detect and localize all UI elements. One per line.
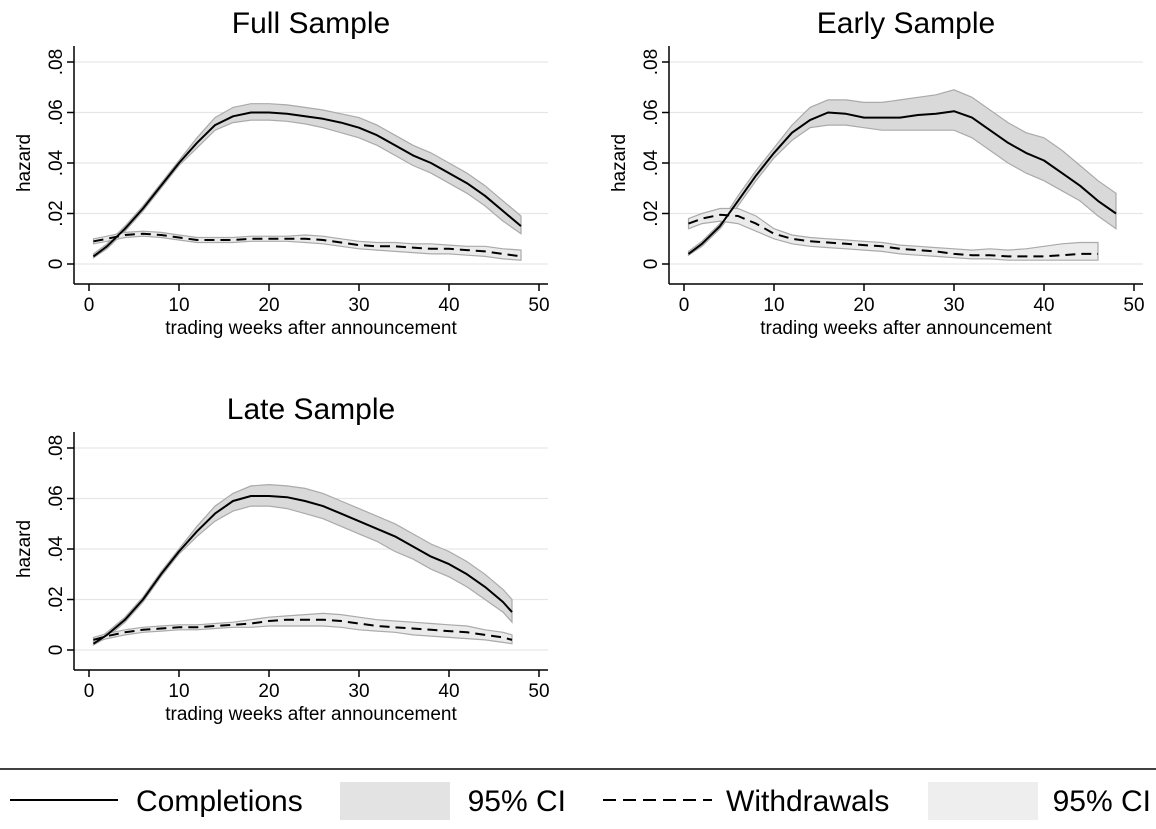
ci-band-withdrawals xyxy=(92,230,522,261)
x-tick-label: 40 xyxy=(438,295,459,316)
y-tick-label: .04 xyxy=(46,149,67,176)
y-tick-label: .04 xyxy=(46,535,67,562)
x-axis-label: trading weeks after announcement xyxy=(165,318,457,339)
series-line-withdrawals xyxy=(93,618,513,641)
series-line-withdrawals xyxy=(93,232,522,258)
ci-band-withdrawals xyxy=(687,207,1099,261)
y-tick-label: .06 xyxy=(641,99,662,125)
x-tick-label: 50 xyxy=(1123,295,1144,316)
y-axis-label: hazard xyxy=(609,134,630,192)
x-tick-label: 0 xyxy=(84,295,95,316)
y-tick-label: .08 xyxy=(46,49,67,75)
panel-title: Late Sample xyxy=(227,393,395,426)
panels: Full Sample 0 .02 .04 .06 .08 hazard 0 10 20 30 40 5… xyxy=(14,7,1145,725)
x-tick-label: 40 xyxy=(438,681,459,702)
legend-ci-swatch-1 xyxy=(340,782,450,820)
x-tick-label: 10 xyxy=(168,295,189,316)
y-tick-label: .02 xyxy=(46,200,67,226)
x-tick-label: 20 xyxy=(258,295,279,316)
legend-label-withdrawals: Withdrawals xyxy=(726,785,889,818)
panel-2: Early Sample 0 .02 .04 .06 .08 hazard 0 10 20 30 40… xyxy=(609,7,1145,339)
panel-title: Full Sample xyxy=(232,7,390,40)
series-line-completions xyxy=(687,110,1117,255)
x-tick-label: 10 xyxy=(168,681,189,702)
x-tick-label: 30 xyxy=(348,295,369,316)
ci-band-withdrawals xyxy=(92,612,513,645)
series-line-withdrawals xyxy=(688,213,1098,258)
ci-band-completions xyxy=(92,483,513,647)
x-axis-label: trading weeks after announcement xyxy=(165,704,457,725)
x-tick-label: 30 xyxy=(348,681,369,702)
y-axis-label: hazard xyxy=(14,134,35,192)
y-tick-label: .06 xyxy=(46,99,67,125)
x-tick-label: 0 xyxy=(84,681,95,702)
y-tick-label: .08 xyxy=(46,435,67,461)
x-tick-label: 0 xyxy=(679,295,690,316)
series-line-completions xyxy=(92,495,513,645)
x-tick-label: 20 xyxy=(853,295,874,316)
y-tick-label: .08 xyxy=(641,49,662,75)
x-tick-label: 50 xyxy=(528,681,549,702)
panel-1: Full Sample 0 .02 .04 .06 .08 hazard 0 10 20 30 40 5… xyxy=(14,7,550,339)
x-axis-label: trading weeks after announcement xyxy=(760,318,1052,339)
x-tick-label: 30 xyxy=(943,295,964,316)
legend-ci-swatch-2 xyxy=(928,782,1038,820)
legend-label-ci-1: 95% CI xyxy=(468,785,566,818)
legend: Completions 95% CI Withdrawals 95% CI xyxy=(0,768,1156,820)
y-tick-label: .06 xyxy=(46,485,67,511)
y-tick-label: 0 xyxy=(46,259,67,270)
x-tick-label: 40 xyxy=(1033,295,1054,316)
x-tick-label: 50 xyxy=(528,295,549,316)
panel-title: Early Sample xyxy=(817,7,995,40)
y-tick-label: .04 xyxy=(641,149,662,176)
ci-band-completions xyxy=(92,103,522,259)
y-axis-label: hazard xyxy=(14,520,35,578)
x-tick-label: 20 xyxy=(258,681,279,702)
legend-label-completions: Completions xyxy=(136,785,303,818)
panel-3: Late Sample 0 .02 .04 .06 .08 hazard 0 10 20 30 40 5… xyxy=(14,393,550,725)
y-tick-label: 0 xyxy=(46,645,67,656)
y-tick-label: .02 xyxy=(46,586,67,612)
y-tick-label: .02 xyxy=(641,200,662,226)
y-tick-label: 0 xyxy=(641,259,662,270)
legend-label-ci-2: 95% CI xyxy=(1053,785,1151,818)
x-tick-label: 10 xyxy=(763,295,784,316)
series-line-completions xyxy=(92,111,522,258)
